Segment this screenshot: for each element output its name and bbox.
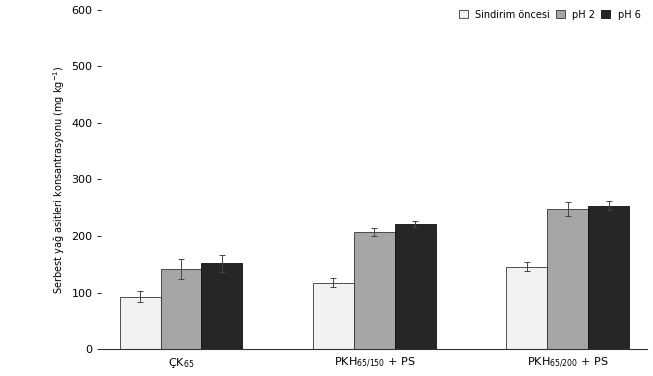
Bar bbox=[119, 297, 161, 349]
Bar bbox=[354, 232, 395, 349]
Bar bbox=[202, 263, 242, 349]
Bar bbox=[547, 209, 588, 349]
Y-axis label: Serbest yağ asitleri konsantrasyonu (mg kg$^{-1}$): Serbest yağ asitleri konsantrasyonu (mg … bbox=[52, 65, 67, 294]
Bar bbox=[506, 267, 547, 349]
Legend: Sindirim öncesi, pH 2, pH 6: Sindirim öncesi, pH 2, pH 6 bbox=[457, 8, 643, 21]
Bar bbox=[395, 224, 436, 349]
Bar bbox=[161, 269, 202, 349]
Bar bbox=[588, 206, 629, 349]
Bar bbox=[313, 282, 354, 349]
